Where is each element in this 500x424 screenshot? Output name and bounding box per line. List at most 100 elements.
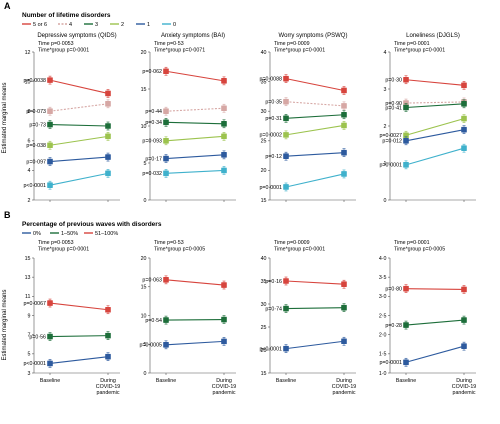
p-value-label: p=0·80 [385, 286, 402, 292]
series: p=0·30 [385, 75, 467, 90]
p-value-label: p=0·54 [145, 318, 162, 324]
stat-text: Time*group p=0·0005 [154, 247, 205, 253]
series: p=0·16 [265, 276, 347, 289]
p-value-label: p=0·0027 [379, 133, 402, 139]
p-value-label: p=0·073 [26, 109, 46, 115]
series-line [285, 152, 345, 157]
series-line [405, 79, 465, 86]
y-tick-label: 3 [28, 371, 31, 377]
p-value-label: p=0·0067 [23, 301, 46, 307]
data-point [341, 281, 347, 288]
data-point [461, 343, 467, 349]
data-point [105, 306, 111, 313]
panel-a-letter: A [4, 1, 11, 11]
stat-text: Time p=0·0001 [394, 41, 430, 47]
data-point [47, 360, 53, 367]
series: p=0·31 [265, 110, 347, 123]
x-tick-label-line: pandemic [333, 390, 356, 396]
stat-text: Time p=0·0053 [38, 41, 74, 47]
series: p=0·097 [26, 152, 111, 166]
series: p=0·0005 [139, 337, 227, 350]
data-point [221, 152, 227, 158]
y-tick-label: 15 [141, 285, 147, 291]
series-line [165, 135, 225, 142]
data-point [163, 138, 169, 144]
y-tick-label: 12 [25, 50, 31, 56]
x-tick-label: During COVID-19 pandemic [452, 378, 476, 396]
data-point [461, 145, 467, 151]
y-tick-label: 3 [384, 87, 387, 93]
series: p=0·012 [382, 125, 467, 146]
data-point [163, 170, 169, 177]
data-point [403, 76, 409, 83]
data-point [283, 132, 289, 138]
series: p=0·0001 [259, 169, 347, 192]
x-tick-label-line: COVID-19 [96, 384, 120, 390]
y-tick-label: 4 [384, 50, 387, 56]
y-tick-label: 5 [144, 342, 147, 348]
legend-label: 0 [173, 22, 176, 28]
p-value-label: p=0·31 [265, 116, 282, 122]
data-point [283, 75, 289, 82]
y-tick-label: 40 [261, 50, 267, 56]
data-point [47, 182, 53, 188]
y-tick-label: 10 [141, 124, 147, 130]
stat-text: Time p=0·0009 [274, 41, 310, 47]
p-value-label: p=0·097 [26, 159, 46, 165]
stat-text: Time*group p=0·0071 [154, 48, 205, 54]
series: p=0·35 [265, 97, 347, 111]
series-line [285, 124, 345, 136]
data-point [341, 338, 347, 345]
y-tick-label: 0 [144, 371, 147, 377]
data-point [105, 123, 111, 129]
series-line [49, 335, 109, 338]
p-value-label: p=0·012 [382, 139, 402, 145]
data-point [221, 133, 227, 140]
subplot-title: Loneliness (DJGLS) [406, 33, 460, 39]
subplot-a-2: Anxiety symptoms (BAI) Time p=0·53Time*gr… [141, 33, 236, 204]
data-point [163, 108, 169, 114]
data-point [283, 305, 289, 312]
y-tick-label: 30 [261, 109, 267, 115]
p-value-label: p=0·0001 [379, 360, 402, 366]
data-point [341, 149, 347, 156]
p-value-label: p=0·73 [29, 122, 46, 128]
p-value-label: p=0·093 [142, 139, 162, 145]
legend-label: 0% [33, 231, 41, 237]
y-tick-label: 8 [28, 109, 31, 115]
stat-text: Time*group p=0·0001 [38, 48, 89, 54]
data-point [105, 90, 111, 97]
series: p=0·038 [26, 132, 111, 150]
series-line [49, 156, 109, 163]
legend-label: 4 [69, 22, 72, 28]
p-value-label: p=0·0002 [259, 133, 282, 139]
series: p=0·73 [29, 120, 111, 131]
series-line [285, 340, 345, 350]
data-point [461, 317, 467, 323]
data-point [283, 278, 289, 284]
data-point [221, 167, 227, 174]
data-point [47, 77, 53, 83]
y-tick-label: 1·0 [379, 371, 387, 377]
y-tick-label: 30 [261, 302, 267, 308]
series: p=0·062 [142, 66, 227, 86]
data-point [105, 154, 111, 160]
data-point [283, 153, 289, 159]
y-tick-label: 1·5 [379, 352, 387, 358]
series-line [405, 147, 465, 166]
y-tick-label: 7 [28, 332, 31, 338]
data-point [47, 333, 53, 340]
data-point [403, 322, 409, 328]
p-value-label: p=0·0038 [23, 78, 46, 84]
stat-text: Time p=0·0053 [38, 240, 74, 246]
data-point [461, 115, 467, 122]
y-tick-label: 35 [261, 79, 267, 85]
series-line [49, 172, 109, 186]
y-tick-label: 6 [28, 139, 31, 145]
stat-text: Time*group p=0·0001 [274, 48, 325, 54]
x-tick-label: Baseline [396, 378, 416, 384]
p-value-label: p=0·30 [385, 78, 402, 84]
data-point [105, 353, 111, 360]
